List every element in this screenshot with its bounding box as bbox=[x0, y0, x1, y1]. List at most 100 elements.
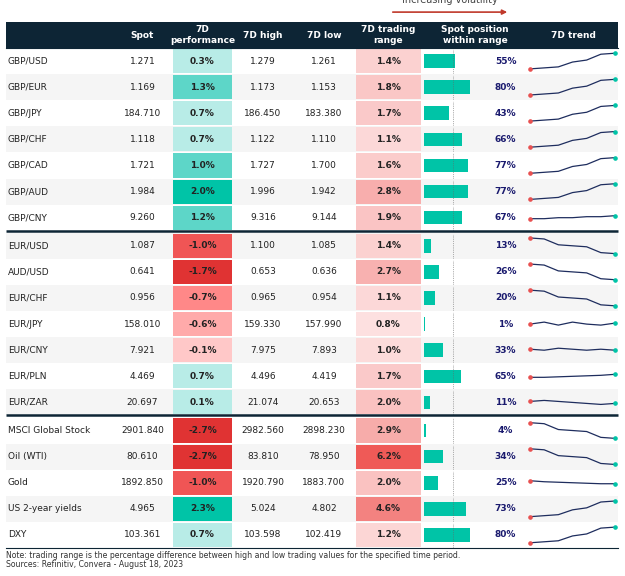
Bar bbox=[6, 126, 618, 153]
Text: 1920.790: 1920.790 bbox=[241, 478, 284, 487]
Bar bbox=[424, 185, 468, 198]
Text: 1.118: 1.118 bbox=[129, 135, 156, 144]
Bar bbox=[173, 101, 232, 126]
Bar bbox=[356, 338, 421, 362]
Text: 1.087: 1.087 bbox=[129, 241, 156, 251]
Text: 7D trend: 7D trend bbox=[551, 31, 596, 40]
Text: 1.261: 1.261 bbox=[311, 56, 337, 66]
Text: 4.496: 4.496 bbox=[250, 372, 276, 381]
Bar bbox=[424, 211, 462, 225]
Bar bbox=[356, 49, 421, 73]
Text: 2901.840: 2901.840 bbox=[121, 426, 164, 435]
Text: 103.361: 103.361 bbox=[124, 530, 161, 540]
Text: 33%: 33% bbox=[495, 346, 516, 355]
Bar bbox=[6, 74, 618, 100]
Text: 0.641: 0.641 bbox=[129, 267, 156, 276]
Text: 4.6%: 4.6% bbox=[376, 505, 401, 513]
Text: 1.3%: 1.3% bbox=[190, 83, 215, 92]
Text: 7D low: 7D low bbox=[307, 31, 341, 40]
Bar bbox=[173, 497, 232, 521]
Text: 2.7%: 2.7% bbox=[376, 267, 401, 276]
Bar bbox=[6, 48, 618, 74]
Text: 77%: 77% bbox=[494, 161, 516, 170]
Text: 1883.700: 1883.700 bbox=[302, 478, 346, 487]
Bar bbox=[6, 389, 618, 415]
Text: 9.260: 9.260 bbox=[129, 213, 156, 222]
Text: 25%: 25% bbox=[495, 478, 516, 487]
Text: 7.975: 7.975 bbox=[250, 346, 276, 355]
Text: 2.0%: 2.0% bbox=[376, 398, 401, 407]
Text: 6.2%: 6.2% bbox=[376, 452, 401, 461]
Text: 1.122: 1.122 bbox=[250, 135, 276, 144]
Bar bbox=[173, 338, 232, 362]
Text: 21.074: 21.074 bbox=[248, 398, 279, 407]
Text: 183.380: 183.380 bbox=[306, 109, 343, 118]
Bar bbox=[173, 312, 232, 336]
Text: 11%: 11% bbox=[495, 398, 516, 407]
Text: 78.950: 78.950 bbox=[308, 452, 340, 461]
Text: 1.1%: 1.1% bbox=[376, 135, 401, 144]
Bar bbox=[6, 444, 618, 469]
Bar bbox=[424, 54, 456, 68]
Bar bbox=[6, 469, 618, 496]
Text: Oil (WTI): Oil (WTI) bbox=[8, 452, 47, 461]
Bar bbox=[424, 370, 461, 383]
Text: 80%: 80% bbox=[495, 83, 516, 92]
Bar bbox=[173, 127, 232, 151]
Text: -0.6%: -0.6% bbox=[188, 320, 217, 328]
Text: GBP/CAD: GBP/CAD bbox=[8, 161, 49, 170]
Bar bbox=[173, 180, 232, 204]
Text: 7D trading
range: 7D trading range bbox=[361, 25, 416, 45]
Text: 66%: 66% bbox=[495, 135, 516, 144]
Bar bbox=[424, 265, 439, 279]
Text: 4.419: 4.419 bbox=[311, 372, 337, 381]
Bar bbox=[6, 100, 618, 126]
Text: -0.7%: -0.7% bbox=[188, 294, 217, 302]
Bar bbox=[173, 260, 232, 284]
Text: 1.727: 1.727 bbox=[250, 161, 276, 170]
Text: 184.710: 184.710 bbox=[124, 109, 161, 118]
Bar bbox=[356, 260, 421, 284]
Text: 20.697: 20.697 bbox=[127, 398, 158, 407]
Bar bbox=[173, 49, 232, 73]
Bar bbox=[356, 471, 421, 495]
Text: 9.316: 9.316 bbox=[250, 213, 276, 222]
Text: AUD/USD: AUD/USD bbox=[8, 267, 49, 276]
Text: 80.610: 80.610 bbox=[127, 452, 158, 461]
Text: 0.956: 0.956 bbox=[129, 294, 156, 302]
Bar bbox=[356, 497, 421, 521]
Text: 1.9%: 1.9% bbox=[376, 213, 401, 222]
Text: 9.144: 9.144 bbox=[311, 213, 337, 222]
Text: 1.700: 1.700 bbox=[311, 161, 337, 170]
Bar bbox=[173, 234, 232, 258]
Text: 0.7%: 0.7% bbox=[190, 109, 215, 118]
Text: GBP/USD: GBP/USD bbox=[8, 56, 49, 66]
Text: EUR/PLN: EUR/PLN bbox=[8, 372, 46, 381]
Text: GBP/AUD: GBP/AUD bbox=[8, 187, 49, 196]
Text: 0.3%: 0.3% bbox=[190, 56, 215, 66]
Bar bbox=[6, 522, 618, 548]
Bar bbox=[173, 364, 232, 388]
Text: US 2-year yields: US 2-year yields bbox=[8, 505, 82, 513]
Bar bbox=[424, 476, 438, 490]
Text: 2898.230: 2898.230 bbox=[302, 426, 346, 435]
Text: 2.3%: 2.3% bbox=[190, 505, 215, 513]
Text: 7.921: 7.921 bbox=[129, 346, 156, 355]
Text: 55%: 55% bbox=[495, 56, 516, 66]
Text: 2982.560: 2982.560 bbox=[241, 426, 284, 435]
Text: 1.996: 1.996 bbox=[250, 187, 276, 196]
Bar bbox=[6, 285, 618, 311]
Text: 2.0%: 2.0% bbox=[376, 478, 401, 487]
Text: -0.1%: -0.1% bbox=[188, 346, 217, 355]
Bar bbox=[356, 127, 421, 151]
Text: 0.7%: 0.7% bbox=[190, 135, 215, 144]
Bar bbox=[356, 391, 421, 415]
Text: -1.7%: -1.7% bbox=[188, 267, 217, 276]
Text: 0.8%: 0.8% bbox=[376, 320, 401, 328]
Text: 1.2%: 1.2% bbox=[376, 530, 401, 540]
Text: Sources: Refinitiv, Convera - August 18, 2023: Sources: Refinitiv, Convera - August 18,… bbox=[6, 560, 183, 569]
Text: 7.893: 7.893 bbox=[311, 346, 337, 355]
Text: 0.965: 0.965 bbox=[250, 294, 276, 302]
Text: 157.990: 157.990 bbox=[306, 320, 343, 328]
Text: 1.1%: 1.1% bbox=[376, 294, 401, 302]
